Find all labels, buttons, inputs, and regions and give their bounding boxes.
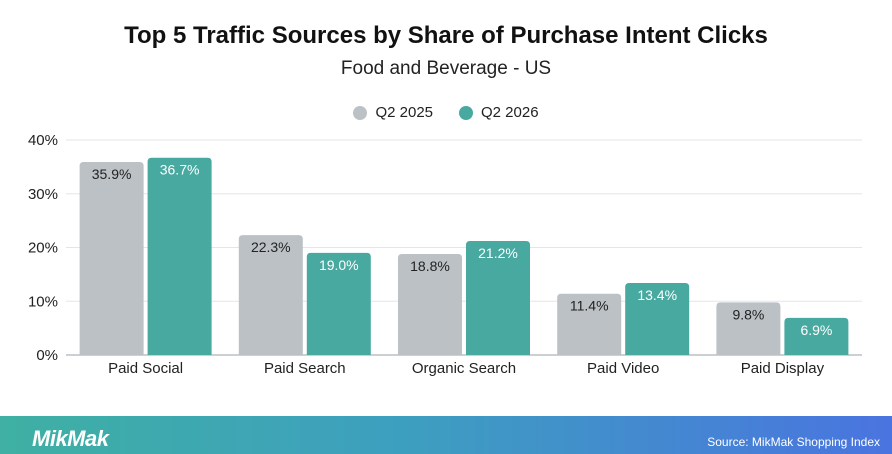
x-tick-label: Paid Video	[587, 360, 659, 377]
legend-label-q2-2025: Q2 2025	[375, 104, 433, 121]
data-label: 19.0%	[319, 257, 359, 273]
bar-q2-2025	[238, 235, 303, 355]
legend-label-q2-2026: Q2 2026	[481, 104, 539, 121]
data-label: 6.9%	[800, 322, 832, 338]
x-tick-label: Organic Search	[412, 360, 516, 377]
y-tick-label: 20%	[28, 240, 58, 257]
y-tick-label: 10%	[28, 293, 58, 310]
bar-q2-2025	[716, 302, 781, 355]
bar-q2-2026	[466, 241, 530, 355]
x-tick-label: Paid Display	[741, 360, 825, 377]
data-label: 18.8%	[410, 258, 450, 274]
data-label: 22.3%	[251, 239, 291, 255]
data-label: 35.9%	[92, 166, 132, 182]
bar-q2-2026	[625, 282, 690, 355]
x-tick-label: Paid Search	[264, 360, 346, 377]
bar-chart: 0% 10% 20% 30% 40% 35.9% 36.7% Paid Social 22.3%…	[28, 132, 862, 377]
data-label: 36.7%	[160, 162, 200, 178]
legend-item-q2-2025: Q2 2025	[353, 104, 433, 121]
bar-q2-2026	[784, 317, 849, 355]
chart-title: Top 5 Traffic Sources by Share of Purcha…	[124, 22, 768, 49]
legend-swatch-q2-2025	[353, 105, 368, 120]
bar-q2-2025	[557, 293, 622, 355]
chart-subtitle: Food and Beverage - US	[340, 58, 552, 79]
x-tick-label: Paid Social	[108, 360, 183, 377]
mikmak-logo: MikMak	[32, 426, 109, 451]
y-tick-label: 0%	[36, 347, 58, 364]
data-label: 13.4%	[637, 287, 677, 303]
data-label: 9.8%	[732, 306, 764, 322]
y-tick-label: 40%	[28, 132, 58, 149]
data-label: 21.2%	[478, 245, 518, 261]
bar-q2-2026	[306, 252, 371, 355]
legend: Q2 2025 Q2 2026	[0, 104, 892, 121]
bar-q2-2026	[147, 157, 212, 355]
data-label: 11.4%	[570, 298, 609, 314]
y-tick-label: 30%	[28, 186, 58, 203]
legend-swatch-q2-2026	[459, 105, 473, 120]
source-note: Source: MikMak Shopping Index	[707, 435, 880, 449]
bar-q2-2025	[398, 253, 462, 355]
bar-q2-2025	[79, 162, 144, 355]
legend-item-q2-2026: Q2 2026	[459, 104, 539, 121]
footer-bar: MikMak Source: MikMak Shopping Index	[0, 416, 892, 454]
